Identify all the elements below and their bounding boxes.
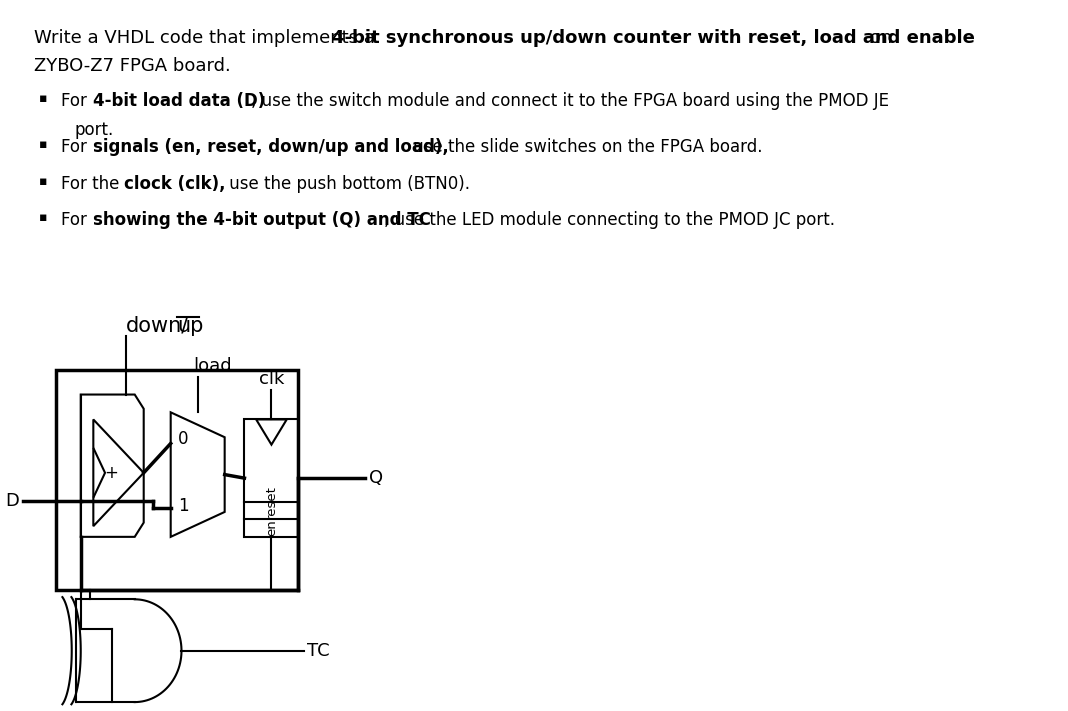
Text: down/: down/: [126, 316, 189, 336]
Text: port.: port.: [75, 122, 113, 139]
Text: Q: Q: [368, 469, 382, 487]
Text: ZYBO-Z7 FPGA board.: ZYBO-Z7 FPGA board.: [34, 57, 231, 75]
Text: up: up: [177, 316, 204, 336]
Text: reset: reset: [265, 486, 278, 520]
Text: 1: 1: [178, 497, 189, 515]
Text: ▪: ▪: [40, 210, 48, 224]
Text: For: For: [61, 138, 92, 156]
Text: clock (clk),: clock (clk),: [124, 175, 225, 193]
Text: ▪: ▪: [40, 175, 48, 188]
Text: For: For: [61, 92, 92, 110]
Text: D: D: [4, 492, 18, 510]
Text: 4-bit load data (D): 4-bit load data (D): [93, 92, 265, 110]
Text: For the: For the: [61, 175, 125, 193]
Text: +: +: [105, 464, 119, 482]
Text: use the slide switches on the FPGA board.: use the slide switches on the FPGA board…: [408, 138, 763, 156]
Bar: [245, 419, 298, 537]
Text: 0: 0: [178, 429, 188, 447]
Text: Write a VHDL code that implements a: Write a VHDL code that implements a: [34, 29, 380, 47]
Text: For: For: [61, 210, 92, 229]
Text: ▪: ▪: [40, 92, 48, 105]
Bar: [56, 370, 298, 590]
Text: ▪: ▪: [40, 138, 48, 151]
Text: signals (en, reset, down/up and load),: signals (en, reset, down/up and load),: [93, 138, 449, 156]
Text: clk: clk: [258, 370, 284, 387]
Text: showing the 4-bit output (Q) and TC: showing the 4-bit output (Q) and TC: [93, 210, 430, 229]
Text: TC: TC: [308, 642, 330, 660]
Text: use the push bottom (BTN0).: use the push bottom (BTN0).: [224, 175, 470, 193]
Text: en: en: [265, 520, 278, 536]
Text: on: on: [864, 29, 892, 47]
Text: , use the LED module connecting to the PMOD JC port.: , use the LED module connecting to the P…: [383, 210, 834, 229]
Text: , use the switch module and connect it to the FPGA board using the PMOD JE: , use the switch module and connect it t…: [251, 92, 889, 110]
Text: 4-bit synchronous up/down counter with reset, load and enable: 4-bit synchronous up/down counter with r…: [332, 29, 975, 47]
Text: load: load: [193, 357, 232, 375]
